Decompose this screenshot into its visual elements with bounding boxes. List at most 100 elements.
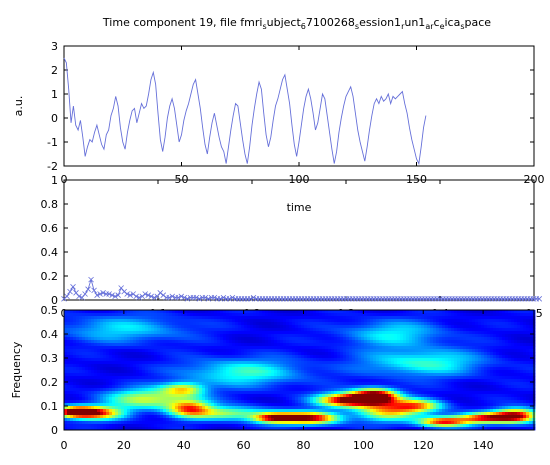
heatmap-cell (226, 337, 230, 341)
heatmap-cell (277, 385, 281, 389)
heatmap-cell (151, 358, 155, 362)
heatmap-cell (451, 325, 455, 329)
heatmap-cell (433, 352, 437, 356)
heatmap-cell (304, 391, 308, 395)
heatmap-cell (70, 373, 74, 377)
heatmap-cell (175, 358, 179, 362)
heatmap-cell (337, 397, 341, 401)
heatmap-cell (217, 379, 221, 383)
heatmap-cell (73, 319, 77, 323)
heatmap-cell (193, 397, 197, 401)
heatmap-cell (514, 340, 518, 344)
heatmap-cell (418, 328, 422, 332)
heatmap-cell (67, 331, 71, 335)
heatmap-cell (67, 394, 71, 398)
heatmap-cell (70, 385, 74, 389)
heatmap-cell (148, 349, 152, 353)
heatmap-cell (529, 319, 533, 323)
heatmap-cell (340, 373, 344, 377)
heatmap-cell (331, 337, 335, 341)
heatmap-cell (331, 349, 335, 353)
heatmap-cell (463, 316, 467, 320)
heatmap-cell (91, 343, 95, 347)
heatmap-cell (418, 310, 422, 314)
heatmap-cell (70, 382, 74, 386)
heatmap-cell (310, 394, 314, 398)
heatmap-cell (418, 388, 422, 392)
heatmap-cell (253, 319, 257, 323)
heatmap-cell (196, 397, 200, 401)
heatmap-cell (64, 388, 68, 392)
heatmap-cell (403, 379, 407, 383)
heatmap-cell (466, 313, 470, 317)
heatmap-cell (145, 355, 149, 359)
heatmap-cell (316, 364, 320, 368)
heatmap-cell (343, 373, 347, 377)
heatmap-cell (385, 361, 389, 365)
heatmap-cell (424, 346, 428, 350)
heatmap-cell (67, 361, 71, 365)
heatmap-cell (319, 334, 323, 338)
heatmap-cell (217, 316, 221, 320)
heatmap-cell (79, 355, 83, 359)
heatmap-cell (292, 391, 296, 395)
heatmap-cell (379, 343, 383, 347)
heatmap-cell (517, 349, 521, 353)
heatmap-cell (196, 394, 200, 398)
heatmap-cell (346, 349, 350, 353)
heatmap-cell (286, 397, 290, 401)
heatmap-cell (403, 310, 407, 314)
heatmap-cell (283, 352, 287, 356)
heatmap-cell (343, 379, 347, 383)
heatmap-cell (295, 325, 299, 329)
heatmap-cell (295, 352, 299, 356)
heatmap-cell (112, 391, 116, 395)
heatmap-cell (475, 340, 479, 344)
heatmap-cell (166, 310, 170, 314)
heatmap-cell (523, 346, 527, 350)
heatmap-cell (238, 352, 242, 356)
heatmap-cell (274, 313, 278, 317)
heatmap-cell (85, 355, 89, 359)
heatmap-cell (352, 325, 356, 329)
heatmap-cell (373, 340, 377, 344)
heatmap-cell (337, 310, 341, 314)
heatmap-cell (214, 382, 218, 386)
heatmap-cell (67, 373, 71, 377)
heatmap-cell (487, 346, 491, 350)
heatmap-cell (331, 313, 335, 317)
heatmap-cell (493, 382, 497, 386)
heatmap-cell (457, 334, 461, 338)
heatmap-cell (124, 385, 128, 389)
heatmap-cell (190, 343, 194, 347)
heatmap-cell (76, 358, 80, 362)
heatmap-cell (319, 379, 323, 383)
heatmap-cell (433, 322, 437, 326)
heatmap-cell (502, 379, 506, 383)
heatmap-cell (97, 328, 101, 332)
heatmap-cell (97, 331, 101, 335)
heatmap-cell (181, 340, 185, 344)
heatmap-cell (259, 379, 263, 383)
heatmap-cell (193, 358, 197, 362)
heatmap-cell (445, 343, 449, 347)
heatmap-cell (496, 391, 500, 395)
heatmap-cell (151, 352, 155, 356)
heatmap-cell (349, 322, 353, 326)
heatmap-cell (175, 355, 179, 359)
heatmap-cell (319, 340, 323, 344)
heatmap-cell (160, 376, 164, 380)
heatmap-cell (526, 361, 530, 365)
heatmap-cell (178, 346, 182, 350)
heatmap-cell (160, 358, 164, 362)
heatmap-cell (238, 397, 242, 401)
heatmap-cell (379, 367, 383, 371)
heatmap-cell (94, 310, 98, 314)
heatmap-cell (118, 331, 122, 335)
heatmap-cell (262, 355, 266, 359)
heatmap-cell (262, 340, 266, 344)
heatmap-cell (91, 346, 95, 350)
heatmap-cell (241, 316, 245, 320)
heatmap-cell (250, 352, 254, 356)
heatmap-cell (526, 358, 530, 362)
